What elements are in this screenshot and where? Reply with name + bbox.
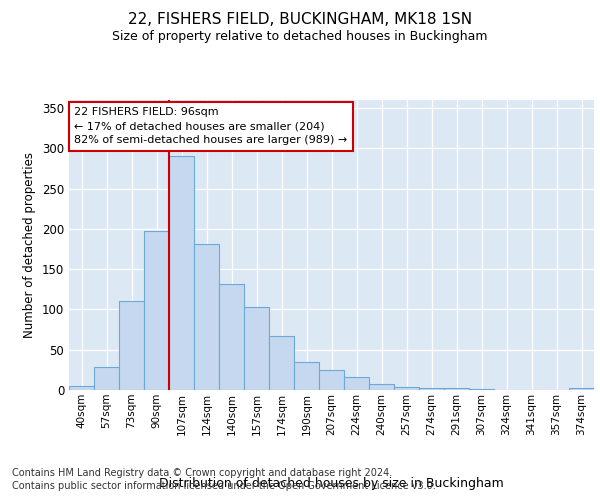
Bar (94, 368, 119, 390)
Bar (469, 389, 494, 390)
Bar (119, 302, 144, 390)
Bar (419, 388, 444, 390)
Bar (344, 377, 369, 390)
Bar (569, 388, 594, 390)
Text: Size of property relative to detached houses in Buckingham: Size of property relative to detached ho… (112, 30, 488, 43)
Bar (169, 156, 194, 390)
Y-axis label: Number of detached properties: Number of detached properties (23, 152, 37, 338)
Text: 22, FISHERS FIELD, BUCKINGHAM, MK18 1SN: 22, FISHERS FIELD, BUCKINGHAM, MK18 1SN (128, 12, 472, 28)
Bar (244, 307, 269, 390)
Bar (319, 370, 344, 390)
Text: Contains public sector information licensed under the Open Government Licence v3: Contains public sector information licen… (12, 481, 436, 491)
Bar (269, 336, 294, 390)
Bar (444, 388, 469, 390)
Bar (69, 386, 94, 390)
Bar (369, 384, 394, 390)
Bar (219, 284, 244, 390)
Bar (294, 362, 319, 390)
Text: 22 FISHERS FIELD: 96sqm
← 17% of detached houses are smaller (204)
82% of semi-d: 22 FISHERS FIELD: 96sqm ← 17% of detache… (74, 108, 347, 146)
X-axis label: Distribution of detached houses by size in Buckingham: Distribution of detached houses by size … (159, 476, 504, 490)
Bar (394, 387, 419, 390)
Bar (194, 244, 219, 390)
Text: Contains HM Land Registry data © Crown copyright and database right 2024.: Contains HM Land Registry data © Crown c… (12, 468, 392, 477)
Bar (144, 230, 169, 390)
